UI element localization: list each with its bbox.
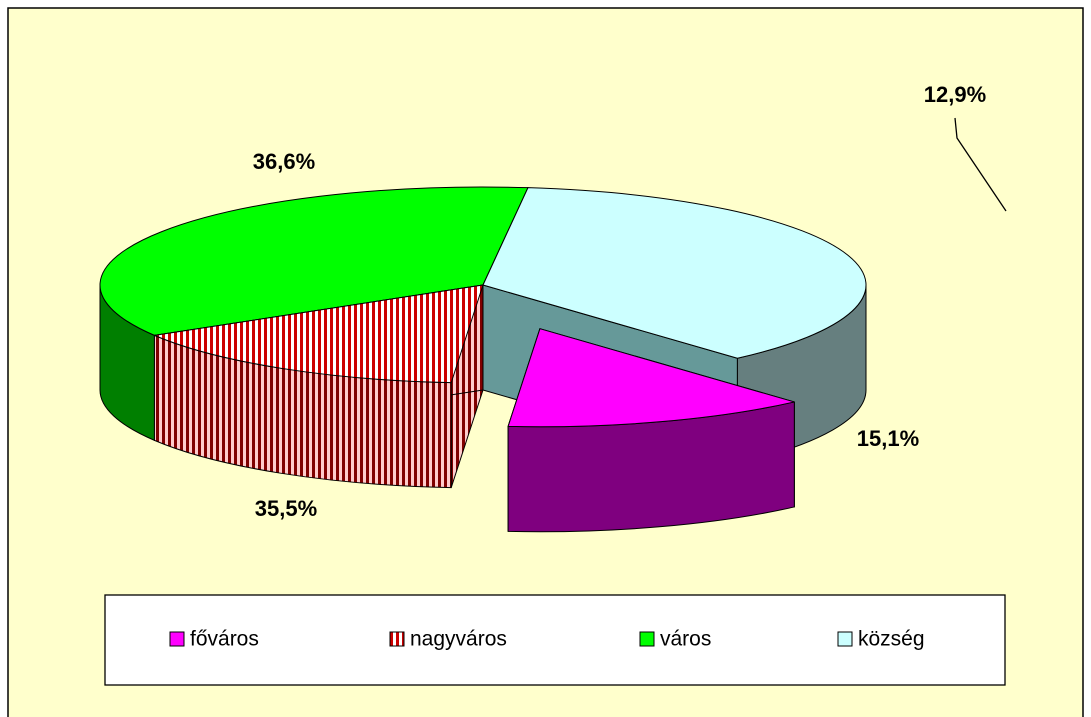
slice	[153, 284, 484, 384]
legend-label: főváros	[190, 628, 259, 651]
slice	[99, 186, 529, 336]
legend-label: község	[858, 628, 925, 651]
legend-swatch	[389, 631, 405, 647]
legend: főváros nagyváros város község	[104, 594, 1006, 686]
legend-swatch	[837, 631, 853, 647]
legend-swatch	[169, 631, 185, 647]
data-label: 12,9%	[924, 82, 986, 107]
leader-line	[954, 117, 1007, 212]
data-label: 15,1%	[857, 426, 919, 451]
data-label: 36,6%	[253, 149, 315, 174]
slice	[482, 187, 867, 359]
pie	[99, 186, 867, 533]
legend-box	[104, 594, 1006, 686]
slice	[507, 328, 795, 428]
legend-label: nagyváros	[410, 628, 507, 651]
data-label: 35,5%	[255, 496, 317, 521]
legend-label: város	[660, 628, 711, 651]
legend-swatch	[639, 631, 655, 647]
